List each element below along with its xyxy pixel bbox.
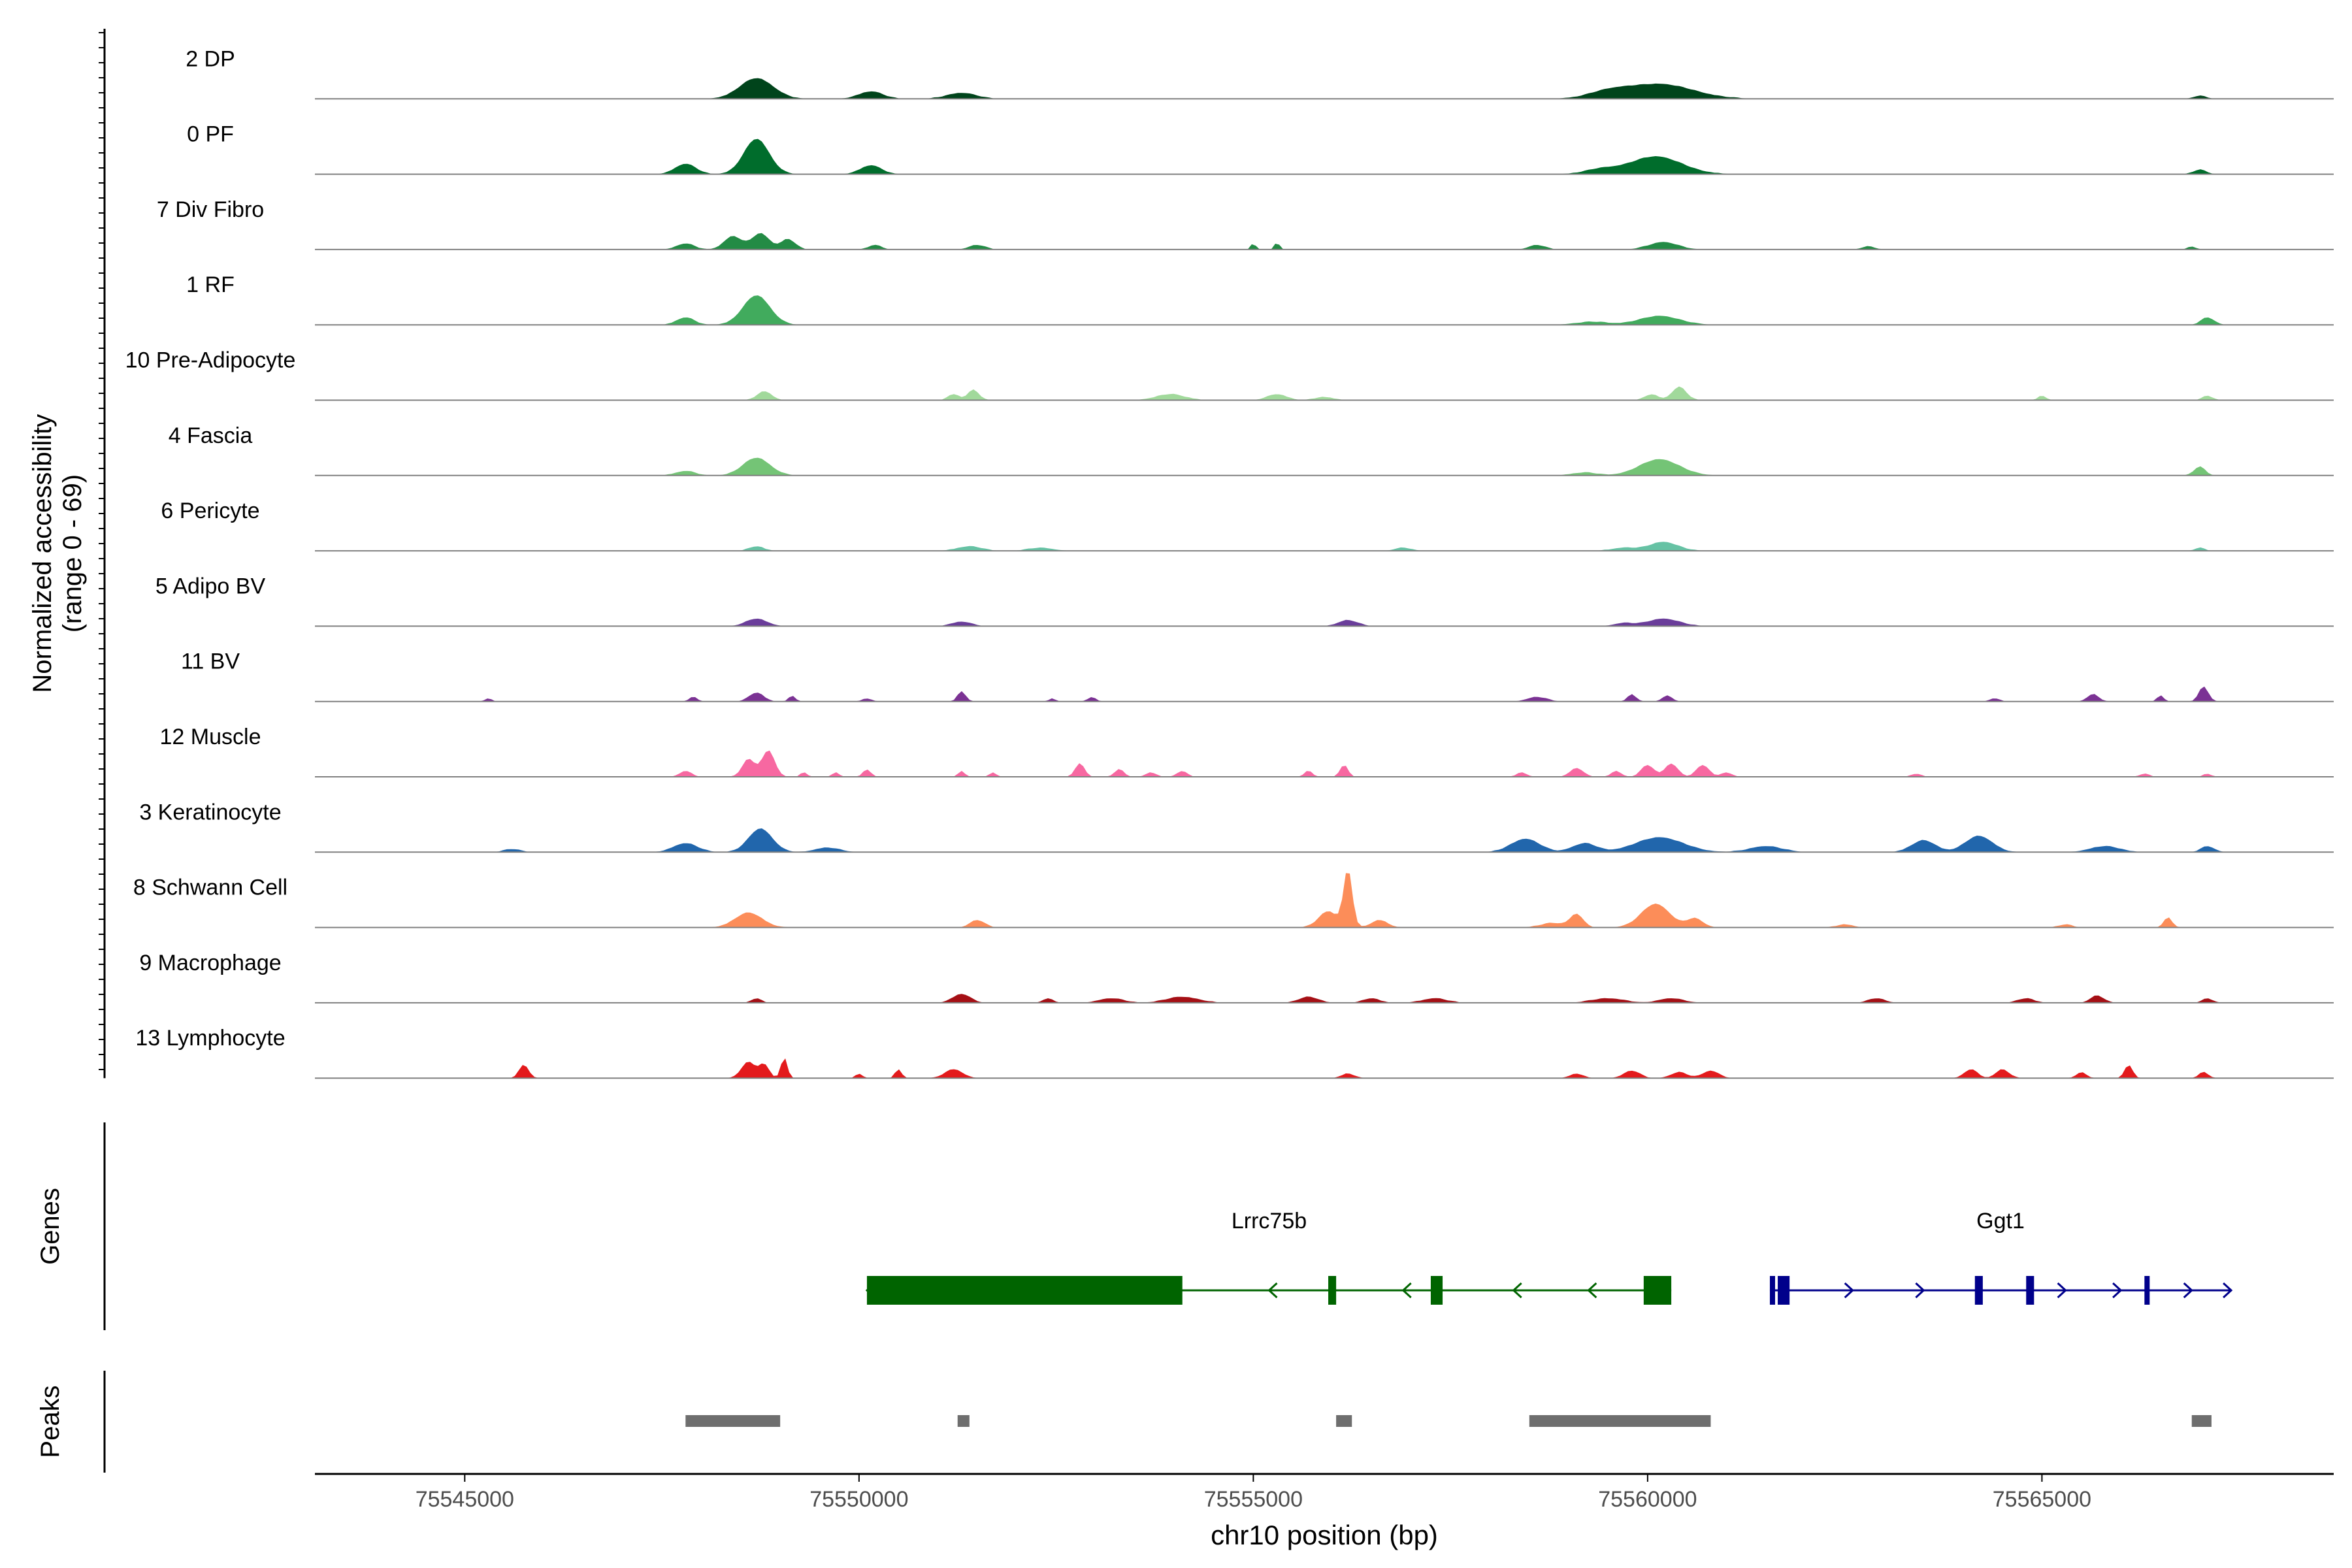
track-6-pericyte: 6 Pericyte — [161, 498, 2334, 552]
track-name: 0 PF — [187, 122, 234, 147]
gene-exon — [866, 1276, 1183, 1305]
strand-arrow — [1915, 1282, 1925, 1299]
coverage-area — [315, 828, 2334, 853]
track-name: 12 Muscle — [160, 725, 261, 749]
gene-exon — [2026, 1276, 2034, 1305]
strand-arrow — [2112, 1282, 2123, 1299]
peak-region — [2191, 1415, 2212, 1427]
track-3-keratinocyte: 3 Keratinocyte — [139, 800, 2334, 853]
strand-arrow — [1401, 1282, 1412, 1299]
gene-track: Genes Lrrc75b Ggt1 — [36, 1122, 2233, 1330]
gene-exon — [1974, 1276, 1983, 1305]
track-name: 9 Macrophage — [139, 951, 281, 975]
strand-arrow — [1267, 1282, 1278, 1299]
gene-lrrc75b: Lrrc75b — [865, 1209, 1672, 1305]
track-name: 5 Adipo BV — [155, 574, 266, 598]
strand-arrow — [1844, 1282, 1854, 1299]
track-name: 11 BV — [181, 649, 240, 674]
x-tick-label: 75565000 — [1993, 1487, 2091, 1512]
coverage-area — [315, 233, 2334, 250]
track-9-macrophage: 9 Macrophage — [139, 951, 2334, 1004]
gene-exon — [1328, 1276, 1337, 1305]
gene-ggt1: Ggt1 — [1769, 1209, 2233, 1305]
accessibility-axis: Normalized accessibility (range 0 - 69) — [28, 29, 106, 1079]
track-10-pre-adipocyte: 10 Pre-Adipocyte — [125, 348, 2334, 401]
track-13-lymphocyte: 13 Lymphocyte — [135, 1026, 2334, 1079]
track-name: 4 Fascia — [169, 423, 253, 448]
peak-region — [685, 1415, 781, 1427]
x-tick-label: 75545000 — [416, 1487, 514, 1512]
coverage-area — [315, 542, 2334, 551]
track-2-dp: 2 DP — [186, 46, 2334, 100]
track-11-bv: 11 BV — [181, 649, 2334, 702]
strand-arrow — [1587, 1282, 1597, 1299]
gene-name-label: Lrrc75b — [1232, 1209, 1307, 1233]
x-axis: chr10 position (bp) 75545000 75550000 7555… — [315, 1473, 2334, 1550]
coverage-area — [315, 139, 2334, 174]
gene-exon — [1643, 1276, 1672, 1305]
strand-arrow — [2183, 1282, 2193, 1299]
accessibility-tracks: 2 DP 0 PF 7 Div Fibro 1 RF 10 Pre-Adipocyte 4… — [125, 46, 2334, 1079]
track-name: 6 Pericyte — [161, 498, 259, 523]
track-name: 7 Div Fibro — [157, 197, 264, 222]
x-axis-label: chr10 position (bp) — [1211, 1520, 1438, 1550]
x-tick-label: 75550000 — [809, 1487, 908, 1512]
track-12-muscle: 12 Muscle — [160, 725, 2334, 777]
peak-region — [957, 1415, 970, 1427]
peak-region — [1529, 1415, 1711, 1427]
track-name: 10 Pre-Adipocyte — [125, 348, 296, 373]
genes-track-label: Genes — [36, 1188, 65, 1265]
gene-exon — [1430, 1276, 1443, 1305]
coverage-area — [315, 457, 2334, 476]
strand-arrow — [865, 1282, 875, 1299]
coverage-area — [315, 78, 2334, 99]
track-name: 3 Keratinocyte — [139, 800, 281, 825]
strand-arrow — [2057, 1282, 2067, 1299]
track-name: 2 DP — [186, 46, 235, 71]
peaks-track: Peaks — [36, 1371, 2212, 1473]
track-name: 8 Schwann Cell — [133, 875, 287, 900]
gene-exon — [1778, 1276, 1790, 1305]
gene-exon — [1769, 1276, 1775, 1305]
gene-name-label: Ggt1 — [1976, 1209, 2025, 1233]
coverage-area — [315, 295, 2334, 325]
coverage-area — [315, 750, 2334, 777]
track-5-adipo-bv: 5 Adipo BV — [155, 574, 2334, 627]
coverage-area — [315, 386, 2334, 400]
coverage-area — [315, 686, 2334, 702]
gene-exon — [2144, 1276, 2150, 1305]
peak-region — [1336, 1415, 1352, 1427]
strand-arrow — [1512, 1282, 1522, 1299]
track-7-div-fibro: 7 Div Fibro — [157, 197, 2334, 250]
coverage-area — [315, 1058, 2334, 1079]
x-tick-label: 75555000 — [1204, 1487, 1303, 1512]
track-name: 1 RF — [186, 272, 235, 297]
x-tick-label: 75560000 — [1598, 1487, 1697, 1512]
track-1-rf: 1 RF — [186, 272, 2334, 326]
track-8-schwann-cell: 8 Schwann Cell — [133, 873, 2334, 928]
track-name: 13 Lymphocyte — [135, 1026, 285, 1051]
y-axis-label: Normalized accessibility — [28, 414, 57, 693]
coverage-area — [315, 618, 2334, 627]
track-0-pf: 0 PF — [187, 122, 2334, 175]
y-axis-range-label: (range 0 - 69) — [58, 474, 87, 632]
coverage-area — [315, 873, 2334, 928]
coverage-area — [315, 994, 2334, 1003]
track-4-fascia: 4 Fascia — [169, 423, 2334, 476]
peaks-track-label: Peaks — [36, 1385, 65, 1458]
strand-arrow — [2223, 1282, 2233, 1299]
